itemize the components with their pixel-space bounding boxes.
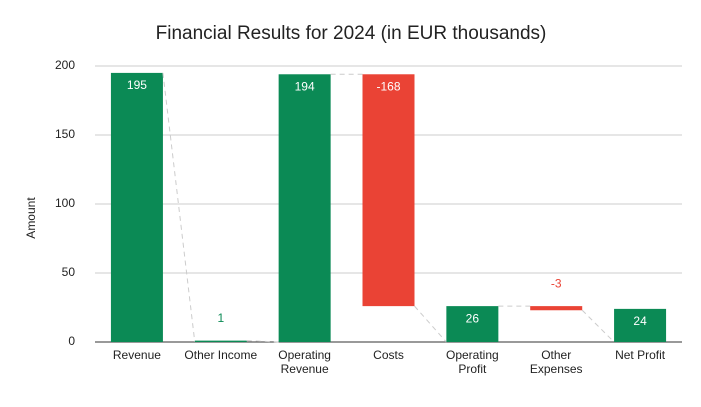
bar	[530, 306, 583, 311]
y-tick-label: 50	[62, 265, 76, 279]
data-label: 1	[217, 311, 224, 325]
x-tick-label: Costs	[373, 348, 404, 362]
connector	[581, 309, 615, 343]
bar	[278, 74, 331, 342]
y-tick-label: 0	[68, 334, 75, 348]
connector	[162, 72, 196, 343]
y-tick-label: 200	[55, 58, 75, 72]
bar	[362, 74, 415, 307]
data-label: 195	[127, 78, 147, 92]
x-tick-label: Operating Profit	[446, 348, 499, 376]
data-label: 26	[466, 311, 480, 325]
data-label: -3	[551, 276, 562, 290]
x-tick-label: Revenue	[113, 348, 161, 362]
data-label: 24	[633, 314, 647, 328]
chart-title: Financial Results for 2024 (in EUR thous…	[156, 23, 547, 44]
x-tick-label: Other Income	[184, 348, 257, 362]
x-tick-label: Operating Revenue	[278, 348, 331, 376]
connector	[414, 305, 447, 343]
y-tick-label: 100	[55, 196, 75, 210]
data-label: 194	[295, 79, 315, 93]
bar	[614, 308, 667, 342]
bar	[446, 306, 499, 342]
data-label: -168	[376, 79, 400, 93]
y-axis-title: Amount	[24, 197, 38, 239]
bar	[110, 72, 163, 343]
bar	[194, 340, 247, 342]
y-tick-label: 150	[55, 127, 75, 141]
x-tick-label: Net Profit	[615, 348, 666, 362]
x-tick-label: Other Expenses	[530, 348, 583, 376]
